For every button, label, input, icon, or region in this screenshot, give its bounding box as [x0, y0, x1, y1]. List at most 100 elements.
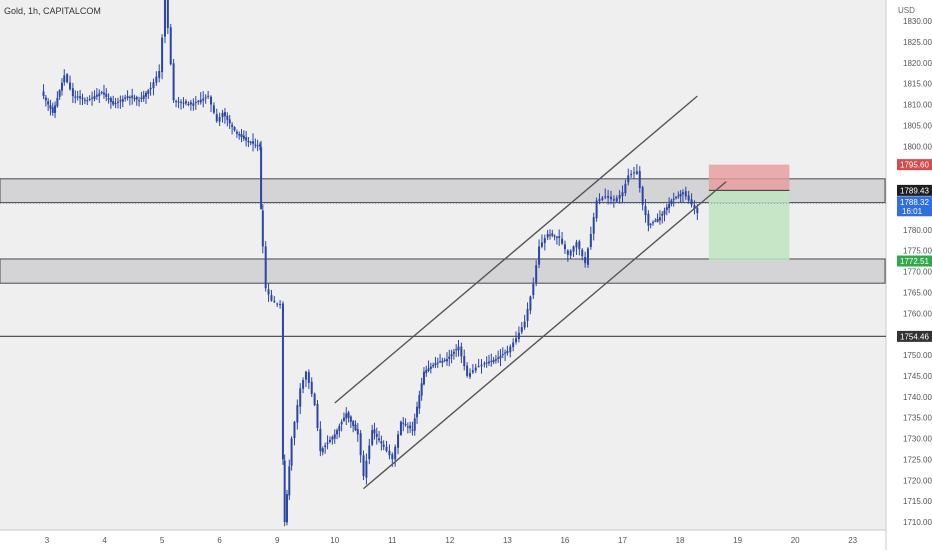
- candle-body: [331, 437, 334, 440]
- candle: [112, 95, 115, 106]
- candle-body: [76, 96, 79, 98]
- candle: [63, 69, 66, 86]
- price-tick-label: 1780.00: [903, 226, 932, 235]
- candle: [448, 349, 451, 367]
- candle: [598, 193, 601, 205]
- candle: [633, 166, 636, 179]
- candle: [342, 412, 345, 422]
- candle-body: [161, 37, 164, 73]
- drawing-lines-layer[interactable]: [334, 95, 727, 490]
- time-axis[interactable]: 3 4 5 6 9 10 11 12 13 16 17 18 19 20 23: [45, 536, 858, 545]
- candle: [313, 392, 316, 407]
- candle: [109, 96, 112, 109]
- supply-zone: [0, 178, 886, 204]
- candle: [149, 82, 152, 96]
- price-tick-label: 1745.00: [903, 372, 932, 381]
- price-tick-label: 1710.00: [903, 518, 932, 527]
- candle: [172, 59, 175, 103]
- candle: [480, 359, 483, 374]
- candle: [69, 75, 72, 91]
- candle: [256, 139, 259, 152]
- candle-body: [485, 362, 488, 364]
- candle-body: [601, 197, 604, 200]
- candle: [601, 195, 604, 202]
- candle-body: [288, 466, 291, 496]
- candle: [56, 91, 59, 108]
- candle-body: [455, 349, 458, 351]
- candle: [204, 94, 207, 104]
- candle-body: [427, 368, 430, 371]
- time-tick-label: 9: [275, 536, 280, 545]
- candle-body: [499, 355, 502, 359]
- candle-body: [124, 97, 127, 99]
- candle-body: [388, 450, 391, 456]
- candle-body: [406, 426, 409, 428]
- candle-body: [490, 360, 493, 362]
- candle: [474, 363, 477, 374]
- candle: [523, 314, 526, 330]
- candle-body: [180, 101, 183, 103]
- candle: [380, 435, 383, 451]
- candle: [644, 199, 647, 223]
- candle-body: [684, 191, 687, 197]
- candle-body: [404, 424, 407, 426]
- candle-body: [270, 295, 273, 301]
- candle: [618, 190, 621, 204]
- current-price-tag-bg: [897, 184, 932, 196]
- candle: [569, 249, 572, 260]
- time-tick-label: 20: [791, 536, 800, 545]
- candle-body: [261, 210, 264, 247]
- candle-body: [285, 494, 288, 523]
- candle: [177, 96, 180, 109]
- candle-body: [202, 98, 205, 101]
- candle-body: [283, 460, 286, 522]
- price-tick-label: 1730.00: [903, 435, 932, 444]
- candle-body: [242, 135, 245, 139]
- time-tick-label: 19: [733, 536, 742, 545]
- candle-body: [371, 430, 374, 445]
- candle: [235, 129, 238, 138]
- candle-body: [687, 195, 690, 201]
- candle: [119, 95, 122, 109]
- candle-body: [221, 112, 224, 118]
- candle-body: [215, 114, 218, 122]
- candle-body: [399, 421, 402, 435]
- candle-body: [548, 234, 551, 236]
- candle: [672, 192, 675, 207]
- candle: [182, 97, 185, 109]
- candle: [661, 211, 664, 224]
- candle-body: [276, 303, 279, 305]
- candle-body: [368, 445, 371, 460]
- candle-body: [126, 96, 129, 98]
- position-tool[interactable]: [0, 164, 886, 262]
- candle-body: [258, 144, 261, 147]
- candle: [526, 302, 529, 328]
- candle-body: [512, 342, 515, 348]
- candle-body: [526, 309, 529, 321]
- candle: [418, 390, 421, 414]
- candle-body: [44, 97, 47, 101]
- candle-body: [618, 194, 621, 199]
- candle-body: [135, 97, 138, 100]
- candle-body: [373, 429, 376, 434]
- candle-body: [581, 249, 584, 257]
- candle: [254, 138, 257, 149]
- candle: [163, 0, 166, 44]
- candle: [226, 112, 229, 127]
- candle-body: [649, 223, 652, 225]
- candle-body: [675, 197, 678, 199]
- candle-body: [144, 92, 147, 97]
- candle-body: [681, 192, 684, 195]
- candle: [452, 348, 455, 360]
- candle-body: [149, 87, 152, 90]
- candle: [261, 204, 264, 254]
- take-profit-zone: [708, 190, 790, 262]
- candle-body: [501, 354, 504, 356]
- candle: [687, 190, 690, 204]
- candle: [652, 220, 655, 226]
- candle: [540, 234, 543, 249]
- candle: [189, 99, 192, 111]
- candle-body: [555, 236, 558, 238]
